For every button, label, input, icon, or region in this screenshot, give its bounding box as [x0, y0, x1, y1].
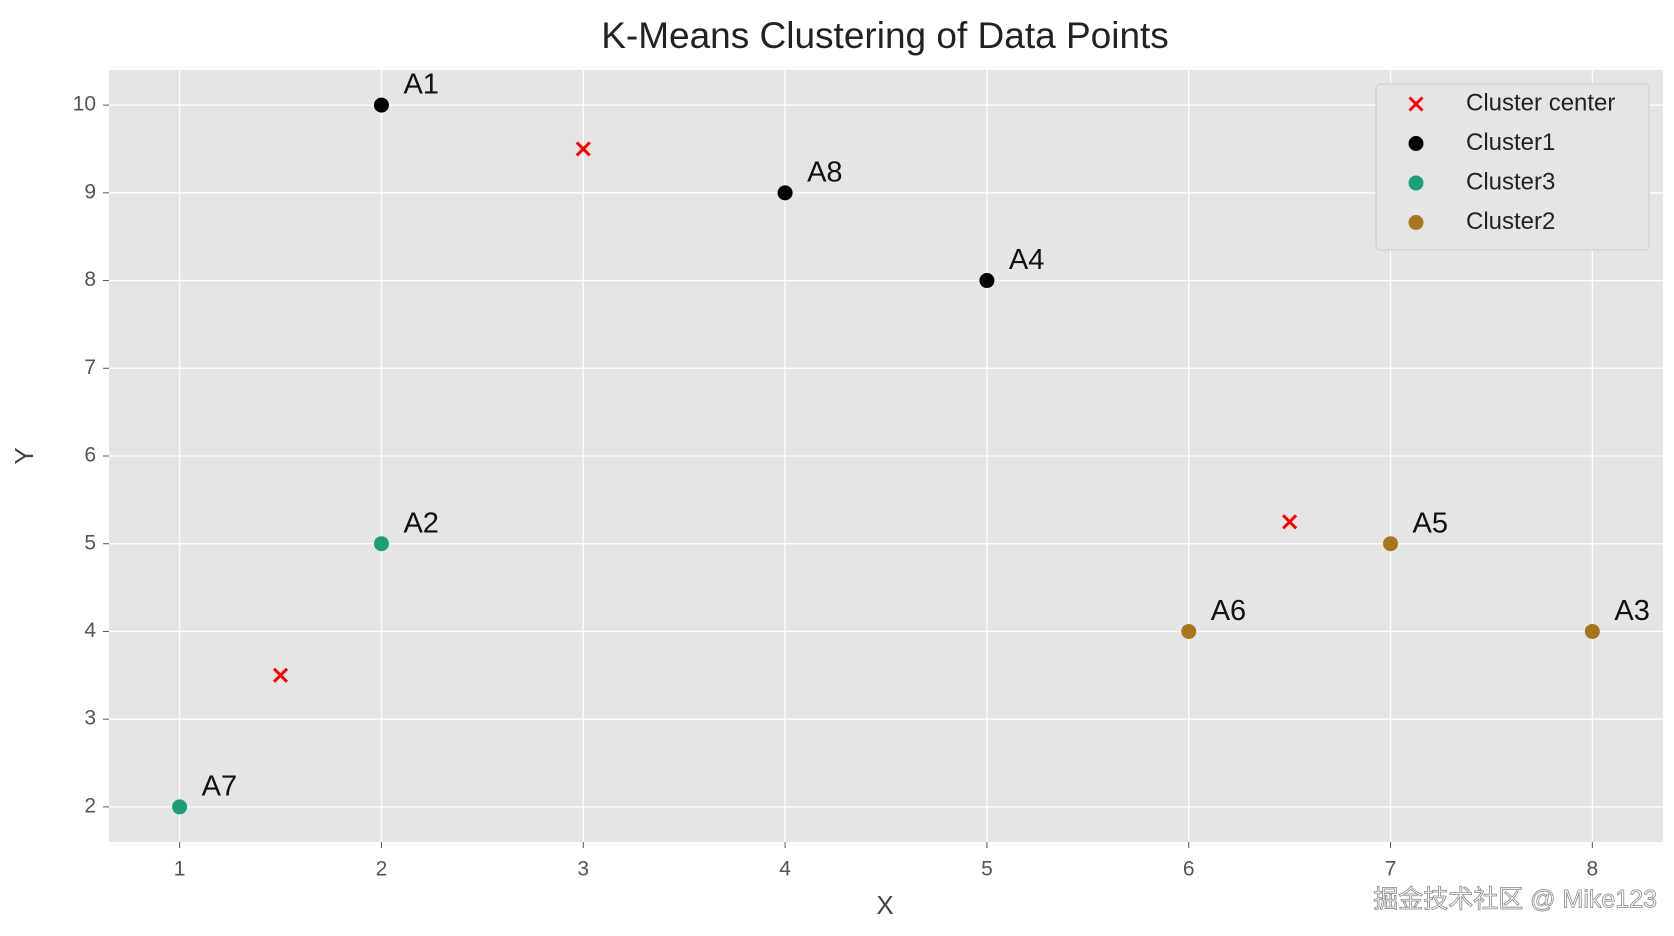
point-marker [373, 536, 389, 552]
point-label: A4 [1009, 244, 1044, 276]
point-label: A1 [403, 69, 438, 101]
y-tick-label: 9 [84, 180, 96, 203]
point-marker [1383, 536, 1399, 552]
y-tick-label: 5 [84, 531, 96, 554]
legend-label: Cluster3 [1466, 168, 1555, 195]
x-tick-label: 6 [1183, 858, 1195, 881]
x-tick-label: 2 [376, 858, 388, 881]
point-label: A2 [403, 507, 438, 539]
point-label: A8 [807, 156, 842, 188]
x-tick-label: 8 [1587, 858, 1599, 881]
y-tick-label: 10 [73, 93, 96, 116]
cross-marker [575, 141, 591, 157]
y-tick-label: 3 [84, 707, 96, 730]
point-marker [1181, 623, 1197, 639]
point-marker [172, 799, 188, 815]
y-tick-label: 4 [84, 619, 96, 642]
y-tick-label: 7 [84, 356, 96, 379]
point-marker [1408, 136, 1424, 151]
x-axis-label: X [876, 890, 893, 920]
point-marker [373, 97, 389, 113]
point-label: A5 [1413, 507, 1448, 539]
point-label: A6 [1211, 595, 1246, 627]
cross-marker [272, 667, 289, 683]
chart-title: K-Means Clustering of Data Points [601, 15, 1169, 56]
legend-box [1375, 83, 1650, 251]
legend: Cluster center Cluster1 Cluster3 Cluster2 [1375, 83, 1650, 251]
marks: A1 A8 A4 A2 A7 A6 A5 A3 [172, 69, 1650, 815]
y-axis-label: Y [9, 447, 39, 464]
y-tick-label: 8 [84, 268, 96, 291]
point-marker [1408, 215, 1424, 230]
cross-marker [1408, 96, 1424, 112]
watermark: 掘金技术社区 @ Mike123 [1373, 886, 1657, 914]
point-marker [1408, 175, 1424, 191]
x-tick-label: 3 [577, 858, 589, 881]
y-tick-label: 6 [84, 444, 96, 467]
cross-marker [1282, 514, 1298, 530]
legend-label: Cluster center [1466, 89, 1615, 116]
x-tick-label: 5 [981, 858, 993, 881]
x-tick-label: 1 [174, 858, 186, 881]
y-tick-label: 2 [84, 794, 96, 817]
point-label: A7 [202, 771, 237, 803]
point-marker [777, 185, 793, 201]
x-tick-label: 4 [779, 858, 791, 881]
legend-label: Cluster1 [1466, 129, 1555, 156]
point-marker [1584, 623, 1600, 639]
point-label: A3 [1614, 595, 1649, 627]
x-tick-label: 7 [1385, 858, 1397, 881]
point-marker [979, 273, 995, 289]
legend-label: Cluster2 [1466, 208, 1555, 235]
